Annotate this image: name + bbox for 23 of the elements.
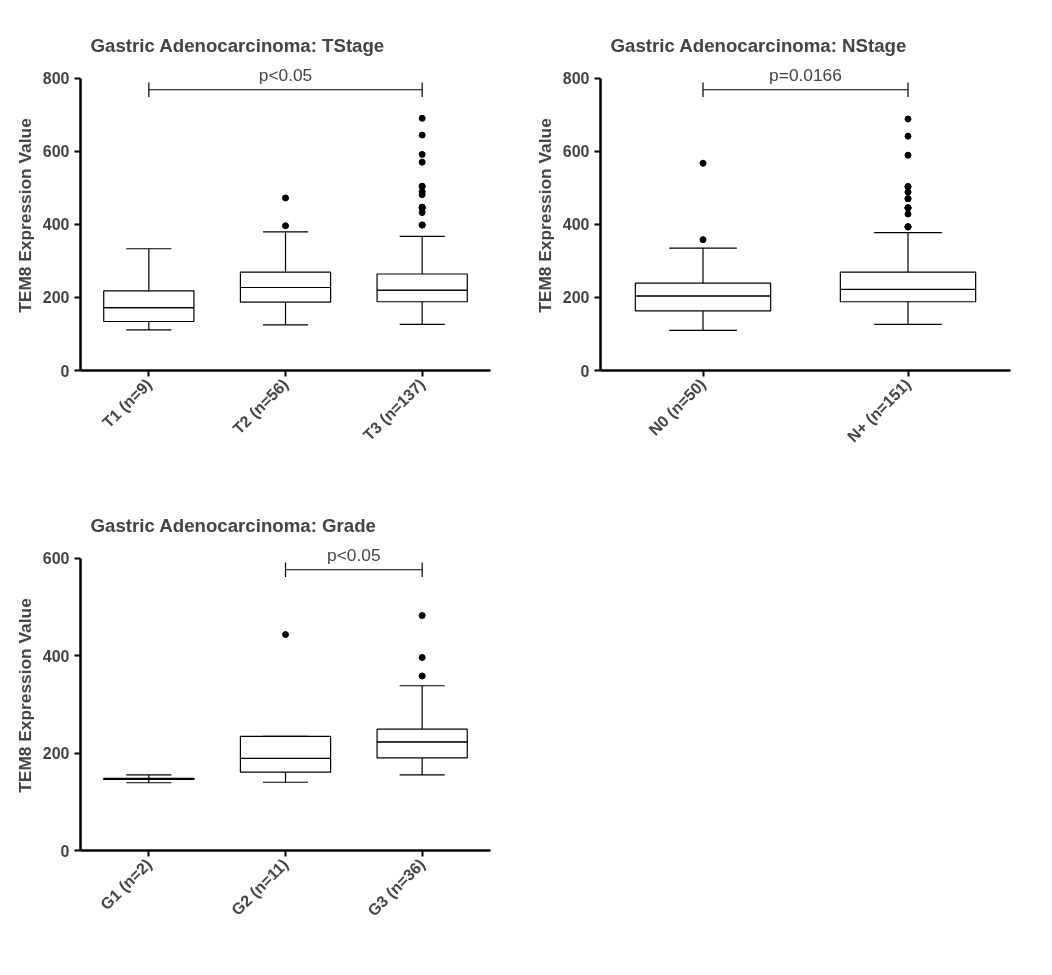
y-tick-label: 0 xyxy=(60,362,70,380)
y-tick-label: 800 xyxy=(562,70,590,88)
chart-title: Gastric Adenocarcinoma: TStage xyxy=(90,34,385,56)
y-tick-label: 600 xyxy=(42,550,70,568)
chart-title: Gastric Adenocarcinoma: Grade xyxy=(90,514,376,536)
y-tick-label: 400 xyxy=(562,216,590,234)
chart-title: Gastric Adenocarcinoma: NStage xyxy=(610,34,907,56)
y-tick-label: 200 xyxy=(562,289,590,307)
y-tick-label: 0 xyxy=(60,842,70,860)
y-tick-label: 600 xyxy=(562,143,590,161)
annotation: p<0.05 xyxy=(327,545,381,566)
y-axis-title: TEM8 Expression Value xyxy=(14,597,35,793)
annotation: p<0.05 xyxy=(258,65,313,86)
y-tick-label: 600 xyxy=(42,143,70,161)
y-tick-label: 200 xyxy=(42,289,70,307)
y-tick-label: 400 xyxy=(42,647,70,665)
y-tick-label: 800 xyxy=(42,70,70,88)
y-tick-label: 200 xyxy=(42,745,70,763)
y-tick-label: 0 xyxy=(580,362,590,380)
y-axis-title: TEM8 Expression Value xyxy=(14,117,35,313)
annotation: p=0.0166 xyxy=(769,65,842,86)
y-tick-label: 400 xyxy=(42,216,70,234)
y-axis-title: TEM8 Expression Value xyxy=(534,117,555,313)
